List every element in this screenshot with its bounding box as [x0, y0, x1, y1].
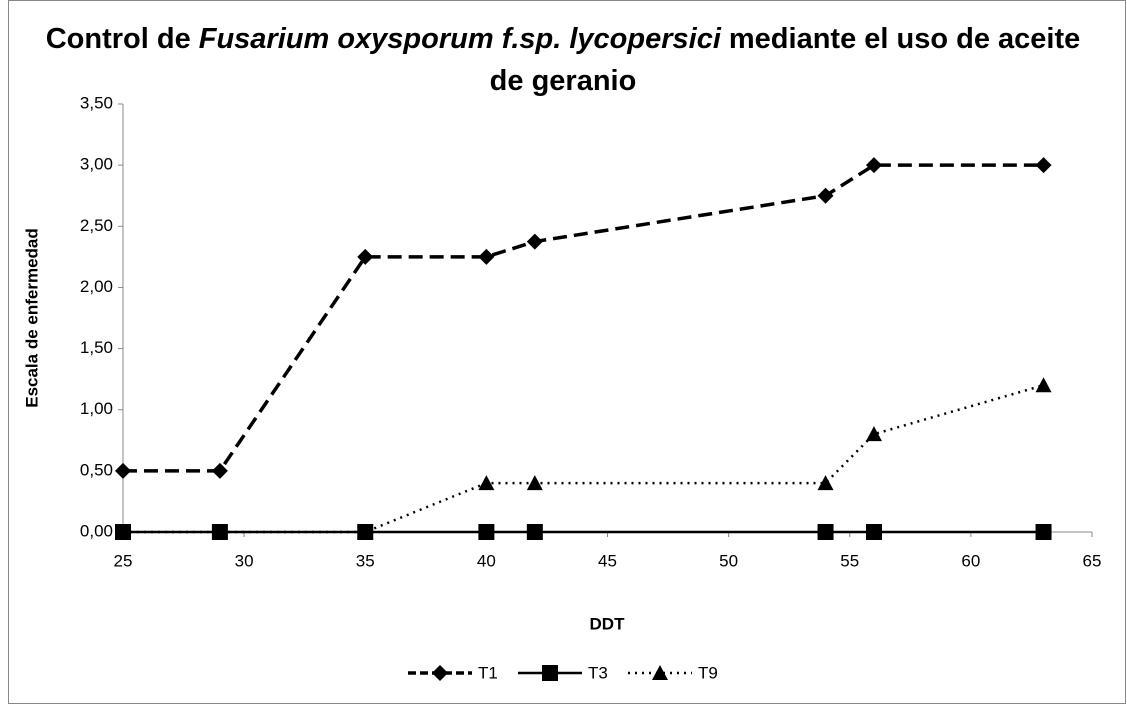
y-tick-label: 2,00 — [80, 277, 113, 296]
marker — [211, 524, 228, 539]
marker — [1035, 157, 1052, 174]
legend-label: T9 — [698, 663, 718, 682]
marker — [115, 524, 131, 539]
marker — [865, 426, 882, 442]
x-tick-label: 65 — [1083, 551, 1102, 570]
legend-marker — [432, 665, 448, 681]
y-tick-label: 3,00 — [80, 155, 113, 174]
marker — [817, 524, 834, 540]
marker — [478, 524, 495, 540]
chart-frame — [8, 0, 1126, 704]
legend-label: T3 — [588, 663, 608, 682]
title-segment: mediante el uso de aceite — [729, 23, 1080, 55]
y-tick-label: 0,50 — [80, 460, 113, 479]
marker — [817, 187, 834, 204]
marker — [478, 248, 495, 265]
legend-marker — [542, 665, 558, 681]
marker — [1035, 377, 1052, 393]
y-tick-label: 1,00 — [80, 399, 113, 418]
x-tick-label: 40 — [477, 551, 496, 570]
marker — [357, 524, 374, 539]
x-tick-label: 30 — [235, 551, 254, 570]
title-segment: de geranio — [490, 65, 637, 97]
title-segment: Fusarium oxysporum f.sp. lycopersici — [199, 23, 722, 55]
x-tick-label: 35 — [356, 551, 375, 570]
y-tick-label: 1,50 — [80, 338, 113, 357]
y-tick-label: 0,00 — [80, 521, 113, 540]
x-tick-label: 50 — [719, 551, 738, 570]
title-segment: Control de — [46, 23, 191, 55]
marker — [357, 248, 374, 265]
marker — [865, 157, 882, 174]
x-tick-label: 25 — [114, 551, 133, 570]
marker — [526, 475, 543, 491]
marker — [1035, 524, 1052, 540]
legend-label: T1 — [478, 663, 498, 682]
marker — [526, 524, 543, 540]
chart-title: Control de Fusarium oxysporum f.sp. lycop… — [46, 23, 1081, 55]
y-tick-label: 2,50 — [80, 216, 113, 235]
marker — [478, 475, 495, 491]
x-tick-label: 55 — [840, 551, 859, 570]
y-axis-title: Escala de enfermedad — [22, 228, 41, 408]
marker — [115, 462, 131, 479]
x-tick-label: 45 — [598, 551, 617, 570]
chart-title: de geranio — [490, 65, 637, 97]
series-line — [123, 163, 1044, 473]
x-axis-title: DDT — [590, 614, 626, 633]
legend-marker — [652, 665, 668, 680]
marker — [865, 524, 882, 540]
x-tick-label: 60 — [961, 551, 980, 570]
marker — [211, 462, 228, 479]
marker — [526, 233, 543, 250]
y-tick-label: 3,50 — [80, 93, 113, 112]
marker — [817, 475, 834, 491]
